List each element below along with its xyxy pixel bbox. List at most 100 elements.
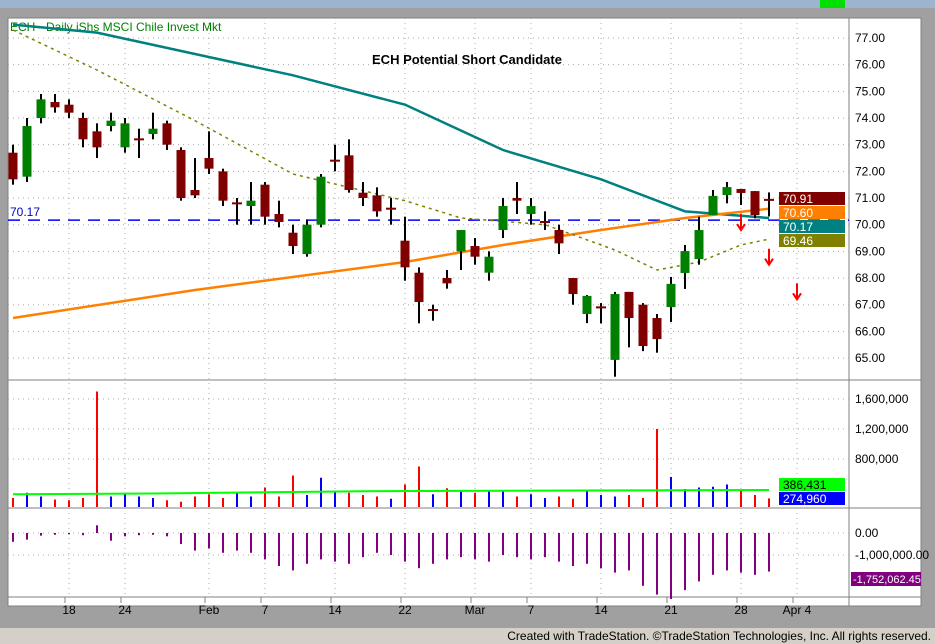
candle-body [78, 118, 88, 140]
candle-body [526, 206, 536, 215]
volume-last-label: 274,960 [783, 492, 827, 506]
candle-body [162, 123, 172, 145]
price-label-box [779, 206, 845, 219]
date-tick-label: 14 [594, 603, 608, 617]
candle-body [666, 283, 676, 308]
candle-body [680, 251, 690, 273]
candle-body [22, 126, 32, 177]
candle-body [64, 104, 74, 113]
candle-body [106, 120, 116, 127]
volume-tick-label: 1,200,000 [855, 422, 909, 436]
indicator-tick-label: 0.00 [855, 526, 879, 540]
candle-body [568, 278, 578, 295]
date-tick-label: 14 [328, 603, 342, 617]
date-tick-label: Mar [465, 603, 486, 617]
plot-background [8, 18, 921, 606]
volume-tick-label: 800,000 [855, 452, 899, 466]
candle-body [638, 304, 648, 347]
support-level-label: 70.17 [10, 205, 40, 219]
candle-body [414, 272, 424, 303]
indicator-tick-label: -1,000,000.00 [855, 548, 929, 562]
arrow-down-icon [736, 214, 746, 232]
price-tick-label: 75.00 [855, 84, 885, 98]
candle-body [652, 318, 662, 340]
title-bar [0, 0, 935, 8]
candle-body [456, 230, 466, 252]
price-label-box [779, 192, 845, 205]
candle-body [722, 187, 732, 196]
candle-body [512, 198, 522, 201]
date-tick-label: Apr 4 [783, 603, 812, 617]
candle-body [358, 192, 368, 199]
volume-label-box [779, 492, 845, 505]
candle-body [442, 278, 452, 284]
price-label: 70.17 [783, 220, 813, 234]
chart-title: ECH Potential Short Candidate [372, 52, 562, 67]
plot-border [7, 17, 922, 607]
price-tick-label: 67.00 [855, 298, 885, 312]
candle-body [204, 158, 214, 169]
candle-body [36, 99, 46, 119]
price-tick-label: 70.00 [855, 218, 885, 232]
price-tick-label: 72.00 [855, 164, 885, 178]
candle-body [750, 191, 760, 216]
date-tick-label: 18 [62, 603, 76, 617]
candle-body [372, 195, 382, 212]
candle-body [274, 214, 284, 223]
candle-body [50, 102, 60, 108]
price-label: 70.60 [783, 206, 813, 220]
candle-body [120, 123, 130, 148]
date-tick-label: 21 [664, 603, 678, 617]
volume-avg-label: 386,431 [783, 478, 827, 492]
candle-body [260, 184, 270, 217]
price-label-box [779, 234, 845, 247]
candle-body [694, 230, 704, 260]
price-tick-label: 71.00 [855, 191, 885, 205]
price-label-box [779, 220, 845, 233]
candle-body [302, 224, 312, 255]
candle-body [736, 188, 746, 193]
volume-avg-label-box [779, 478, 845, 491]
date-tick-label: 7 [262, 603, 269, 617]
moving-average-line [12, 29, 770, 271]
moving-average-line [12, 23, 770, 220]
date-tick-label: Feb [199, 603, 220, 617]
price-tick-label: 65.00 [855, 351, 885, 365]
candle-body [484, 256, 494, 273]
candle-body [582, 295, 592, 315]
candle-body [190, 190, 200, 196]
candle-body [8, 152, 18, 180]
candle-body [288, 232, 298, 247]
price-tick-label: 76.00 [855, 58, 885, 72]
volume-average-line [12, 489, 770, 496]
candle-body [708, 195, 718, 216]
date-tick-label: 22 [398, 603, 412, 617]
arrow-down-icon [764, 248, 774, 267]
candle-body [316, 176, 326, 225]
candle-body [148, 128, 158, 135]
price-tick-label: 74.00 [855, 111, 885, 125]
price-tick-label: 68.00 [855, 271, 885, 285]
candle-body [498, 206, 508, 231]
price-tick-label: 69.00 [855, 244, 885, 258]
price-label: 69.46 [783, 234, 813, 248]
candle-body [610, 294, 620, 360]
candle-body [344, 155, 354, 191]
moving-average-line [12, 207, 770, 320]
date-tick-label: 28 [734, 603, 748, 617]
price-tick-label: 73.00 [855, 138, 885, 152]
date-tick-label: 7 [528, 603, 535, 617]
candle-body [554, 230, 564, 244]
footer-copyright: Created with TradeStation. ©TradeStation… [507, 629, 931, 643]
candle-body [400, 240, 410, 268]
price-tick-label: 77.00 [855, 31, 885, 45]
candle-body [218, 171, 228, 201]
candle-body [470, 246, 480, 257]
date-tick-label: 24 [118, 603, 132, 617]
arrow-down-icon [792, 283, 802, 302]
status-indicator [820, 0, 845, 8]
volume-tick-label: 1,600,000 [855, 392, 909, 406]
indicator-last-label: -1,752,062.45 [853, 574, 921, 586]
candle-body [176, 150, 186, 199]
